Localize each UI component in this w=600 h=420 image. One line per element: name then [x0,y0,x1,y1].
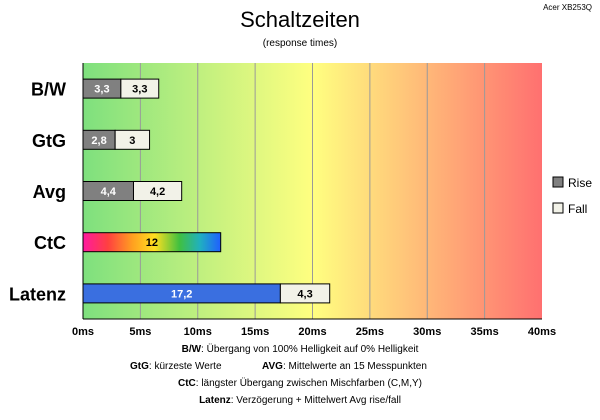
x-tick-label-30: 30ms [413,326,441,338]
x-tick-label-35: 35ms [471,326,499,338]
category-label-avg: Avg [33,182,66,202]
footnote-gtg: GtG: kürzeste Werte [130,361,222,372]
x-tick-label-0: 0ms [72,326,94,338]
footnote-bw-label: B/W [182,344,202,355]
bar-avg-fall [132,181,183,201]
bar-ctc-main [82,232,222,253]
legend-swatch-fall [552,202,564,214]
footnote-latenz-label: Latenz [199,395,231,406]
x-tick-label-5: 5ms [129,326,151,338]
bar-gtg-fall [114,129,151,150]
footnote-latenz: Latenz: Verzögerung + Mittelwert Avg ris… [199,395,401,406]
bar-label-latenz-main: 17,2 [171,288,192,300]
bar-label-avg-rise: 4,4 [101,186,117,198]
bar-label-b-w-fall: 3,3 [132,84,147,96]
x-tick-labels: 0ms 5ms 10ms 15ms 20ms 25ms 30ms 35ms 40ms [72,326,556,338]
bar-label-b-w-rise: 3,3 [94,84,109,96]
category-label-b-w: B/W [31,80,66,100]
legend-label-fall: Fall [568,202,587,216]
x-tick-label-40: 40ms [528,326,556,338]
x-tick-label-10: 10ms [184,326,212,338]
bar-b-w-fall [120,78,160,99]
bars: 3,3 3,3 2,8 3 4,4 4,2 12 17,2 4,3 [82,78,331,304]
bar-label-latenz-fall: 4,3 [297,288,312,300]
bar-label-avg-fall: 4,2 [150,186,165,198]
x-tick-label-15: 15ms [241,326,269,338]
legend-swatch-rise [552,176,564,188]
footnote-gtg-label: GtG [130,361,149,372]
footnote-gtg-text: : kürzeste Werte [149,361,222,372]
footnote-latenz-text: : Verzögerung + Mittelwert Avg rise/fall [231,395,401,406]
category-label-latenz: Latenz [9,284,66,304]
legend: Rise Fall [552,176,592,216]
bar-label-ctc-main: 12 [146,237,158,249]
x-tick-label-25: 25ms [356,326,384,338]
legend-label-rise: Rise [568,176,592,190]
chart-subtitle: (response times) [263,38,337,49]
footnote-ctc: CtC: längster Übergang zwischen Mischfar… [178,377,422,389]
corner-label: Acer XB253Q [543,3,592,12]
category-label-ctc: CtC [34,233,66,253]
footnote-avg-text: : Mittelwerte an 15 Messpunkten [283,361,427,372]
chart-title: Schaltzeiten [240,7,360,32]
footnote-avg-label: AVG [262,361,283,372]
footnotes: B/W: Übergang von 100% Helligkeit auf 0%… [130,343,427,406]
footnote-avg: AVG: Mittelwerte an 15 Messpunkten [262,361,427,372]
grid-lines [82,63,542,320]
bar-latenz-fall [279,283,331,304]
footnote-ctc-text: : längster Übergang zwischen Mischfarben… [196,377,422,389]
footnote-bw-text: : Übergang von 100% Helligkeit auf 0% He… [201,343,419,355]
footnote-ctc-label: CtC [178,378,196,389]
bar-label-gtg-rise: 2,8 [91,135,106,147]
bar-label-gtg-fall: 3 [129,135,135,147]
footnote-bw: B/W: Übergang von 100% Helligkeit auf 0%… [182,343,419,355]
x-tick-label-20: 20ms [298,326,326,338]
category-labels: B/W GtG Avg CtC Latenz [9,80,66,305]
category-label-gtg: GtG [32,131,66,151]
